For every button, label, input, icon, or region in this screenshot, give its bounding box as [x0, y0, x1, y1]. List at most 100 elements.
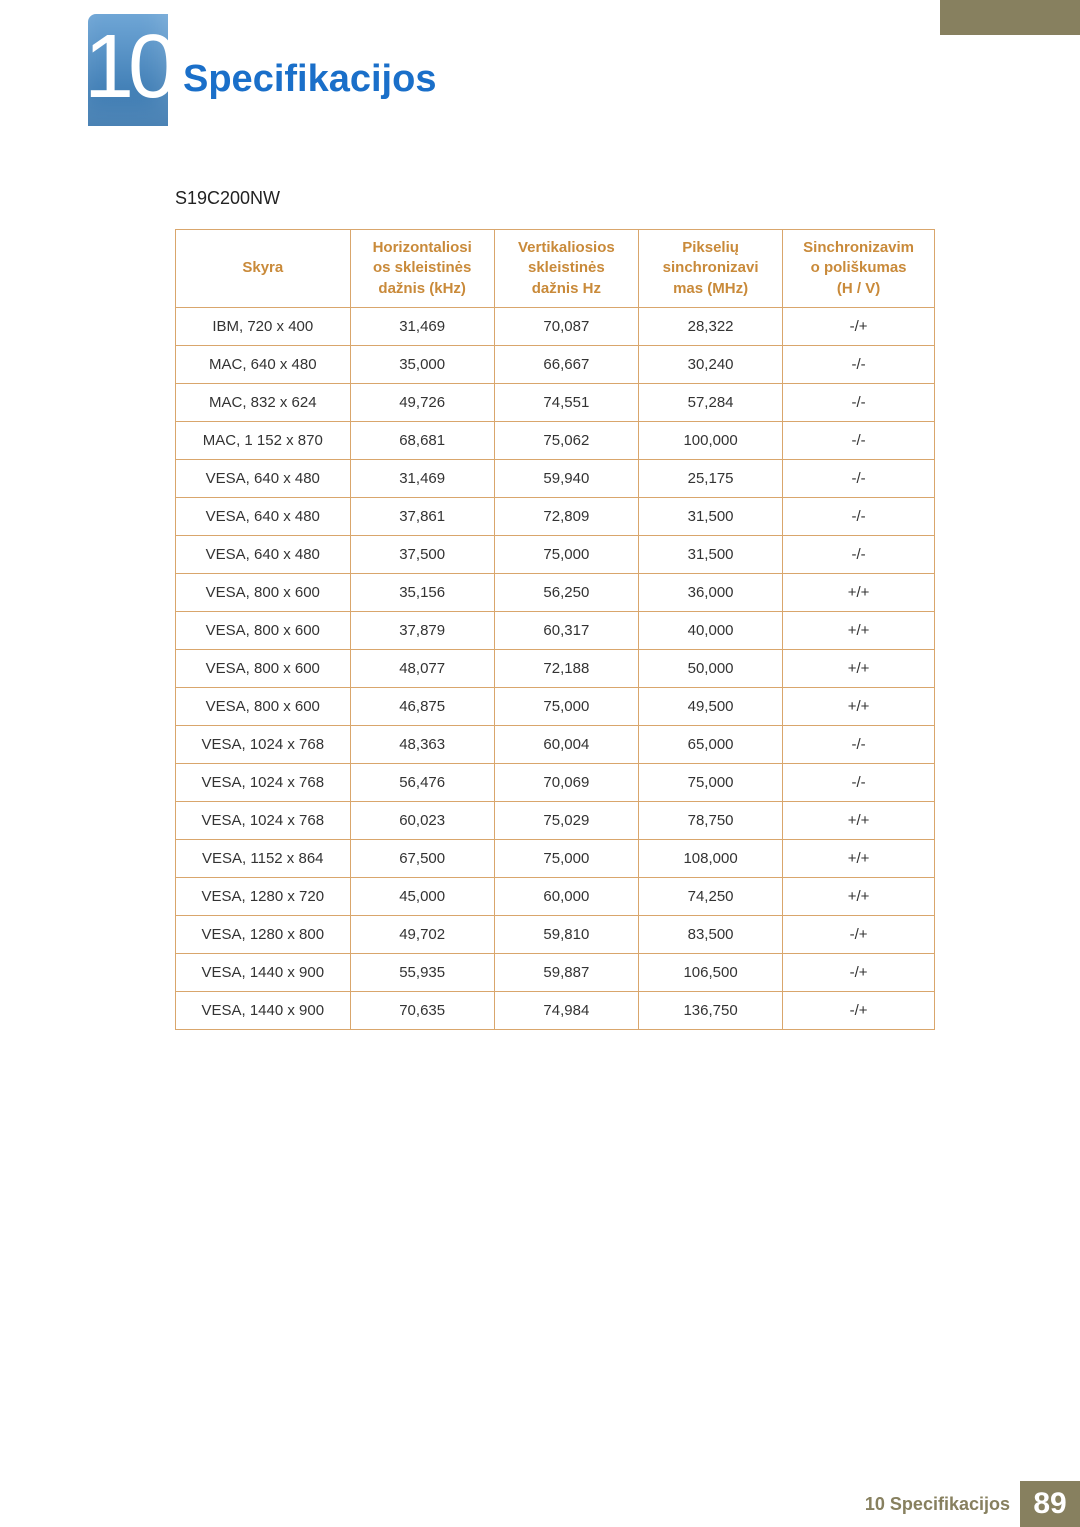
- table-row: MAC, 832 x 62449,72674,55157,284-/-: [176, 383, 935, 421]
- spec-table: Skyra Horizontaliosi os skleistinės dažn…: [175, 229, 935, 1030]
- table-cell: 106,500: [638, 953, 782, 991]
- table-cell: VESA, 1152 x 864: [176, 839, 351, 877]
- table-cell: 50,000: [638, 649, 782, 687]
- table-cell: 59,940: [494, 459, 638, 497]
- table-row: MAC, 1 152 x 87068,68175,062100,000-/-: [176, 421, 935, 459]
- table-row: MAC, 640 x 48035,00066,66730,240-/-: [176, 345, 935, 383]
- table-cell: 31,469: [350, 459, 494, 497]
- table-cell: -/-: [783, 383, 935, 421]
- table-row: VESA, 1280 x 72045,00060,00074,250+/+: [176, 877, 935, 915]
- table-cell: -/+: [783, 915, 935, 953]
- table-row: VESA, 800 x 60046,87575,00049,500+/+: [176, 687, 935, 725]
- table-cell: 75,000: [638, 763, 782, 801]
- table-cell: 37,879: [350, 611, 494, 649]
- table-cell: VESA, 640 x 480: [176, 535, 351, 573]
- table-cell: -/-: [783, 763, 935, 801]
- table-cell: -/-: [783, 421, 935, 459]
- table-row: VESA, 800 x 60035,15656,25036,000+/+: [176, 573, 935, 611]
- col-header-sync: Sinchronizavim o poliškumas (H / V): [783, 230, 935, 308]
- col-header-pixel: Pikselių sinchronizavi mas (MHz): [638, 230, 782, 308]
- table-cell: 70,635: [350, 991, 494, 1029]
- table-cell: 68,681: [350, 421, 494, 459]
- table-cell: 36,000: [638, 573, 782, 611]
- table-cell: VESA, 1024 x 768: [176, 725, 351, 763]
- table-row: VESA, 1440 x 90055,93559,887106,500-/+: [176, 953, 935, 991]
- table-cell: 35,000: [350, 345, 494, 383]
- table-cell: 83,500: [638, 915, 782, 953]
- table-row: VESA, 640 x 48031,46959,94025,175-/-: [176, 459, 935, 497]
- table-cell: 37,861: [350, 497, 494, 535]
- table-cell: 25,175: [638, 459, 782, 497]
- table-cell: 60,023: [350, 801, 494, 839]
- table-cell: VESA, 1024 x 768: [176, 801, 351, 839]
- table-cell: 49,726: [350, 383, 494, 421]
- table-cell: 74,250: [638, 877, 782, 915]
- table-row: IBM, 720 x 40031,46970,08728,322-/+: [176, 307, 935, 345]
- table-cell: VESA, 800 x 600: [176, 687, 351, 725]
- table-cell: 100,000: [638, 421, 782, 459]
- table-cell: 46,875: [350, 687, 494, 725]
- table-row: VESA, 640 x 48037,50075,00031,500-/-: [176, 535, 935, 573]
- table-cell: 31,500: [638, 535, 782, 573]
- table-cell: 28,322: [638, 307, 782, 345]
- table-cell: 74,551: [494, 383, 638, 421]
- table-row: VESA, 1024 x 76856,47670,06975,000-/-: [176, 763, 935, 801]
- table-cell: VESA, 640 x 480: [176, 459, 351, 497]
- table-cell: 74,984: [494, 991, 638, 1029]
- table-cell: +/+: [783, 611, 935, 649]
- table-cell: 57,284: [638, 383, 782, 421]
- table-cell: 31,469: [350, 307, 494, 345]
- table-cell: +/+: [783, 877, 935, 915]
- table-cell: 40,000: [638, 611, 782, 649]
- table-cell: 67,500: [350, 839, 494, 877]
- table-cell: 78,750: [638, 801, 782, 839]
- table-cell: VESA, 800 x 600: [176, 649, 351, 687]
- table-row: VESA, 800 x 60037,87960,31740,000+/+: [176, 611, 935, 649]
- table-cell: 49,702: [350, 915, 494, 953]
- table-cell: -/+: [783, 953, 935, 991]
- table-cell: 136,750: [638, 991, 782, 1029]
- table-row: VESA, 1280 x 80049,70259,81083,500-/+: [176, 915, 935, 953]
- table-cell: VESA, 1280 x 720: [176, 877, 351, 915]
- col-header-vertical: Vertikaliosios skleistinės dažnis Hz: [494, 230, 638, 308]
- table-cell: 66,667: [494, 345, 638, 383]
- table-cell: 48,363: [350, 725, 494, 763]
- table-cell: 75,000: [494, 687, 638, 725]
- table-cell: 60,004: [494, 725, 638, 763]
- table-cell: 30,240: [638, 345, 782, 383]
- content-area: S19C200NW Skyra Horizontaliosi os skleis…: [175, 188, 935, 1030]
- table-row: VESA, 1152 x 86467,50075,000108,000+/+: [176, 839, 935, 877]
- table-cell: VESA, 800 x 600: [176, 611, 351, 649]
- table-cell: 75,000: [494, 839, 638, 877]
- table-cell: VESA, 800 x 600: [176, 573, 351, 611]
- chapter-number: 10: [84, 16, 172, 119]
- table-cell: 108,000: [638, 839, 782, 877]
- table-cell: 60,317: [494, 611, 638, 649]
- footer-page-number: 89: [1020, 1481, 1080, 1527]
- table-row: VESA, 800 x 60048,07772,18850,000+/+: [176, 649, 935, 687]
- page-footer: 10 Specifikacijos 89: [865, 1481, 1080, 1527]
- footer-section-label: 10 Specifikacijos: [865, 1494, 1010, 1515]
- table-cell: MAC, 1 152 x 870: [176, 421, 351, 459]
- table-cell: 65,000: [638, 725, 782, 763]
- table-cell: 49,500: [638, 687, 782, 725]
- table-cell: 37,500: [350, 535, 494, 573]
- table-cell: VESA, 1280 x 800: [176, 915, 351, 953]
- table-cell: MAC, 640 x 480: [176, 345, 351, 383]
- table-cell: 56,250: [494, 573, 638, 611]
- table-cell: 59,810: [494, 915, 638, 953]
- table-cell: +/+: [783, 687, 935, 725]
- table-cell: +/+: [783, 649, 935, 687]
- chapter-badge: 10: [88, 14, 168, 126]
- table-cell: 60,000: [494, 877, 638, 915]
- table-cell: 56,476: [350, 763, 494, 801]
- col-header-skyra: Skyra: [176, 230, 351, 308]
- table-cell: VESA, 1440 x 900: [176, 991, 351, 1029]
- table-cell: -/-: [783, 497, 935, 535]
- table-cell: IBM, 720 x 400: [176, 307, 351, 345]
- table-header-row: Skyra Horizontaliosi os skleistinės dažn…: [176, 230, 935, 308]
- table-cell: -/+: [783, 307, 935, 345]
- top-accent-bar: [940, 0, 1080, 35]
- table-cell: 75,000: [494, 535, 638, 573]
- table-cell: MAC, 832 x 624: [176, 383, 351, 421]
